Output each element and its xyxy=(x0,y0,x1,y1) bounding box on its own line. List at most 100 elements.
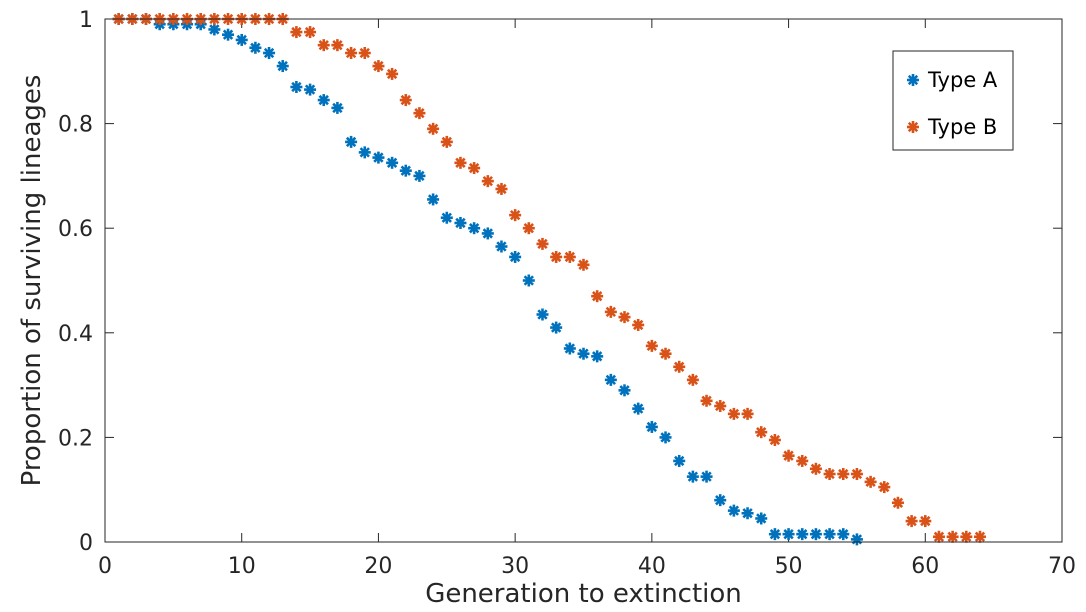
data-point xyxy=(604,373,617,386)
data-point xyxy=(304,26,317,39)
data-point xyxy=(618,311,631,324)
data-point xyxy=(317,39,330,52)
legend-marker xyxy=(907,74,919,86)
data-point xyxy=(659,347,672,360)
data-point xyxy=(536,237,549,250)
data-point xyxy=(823,468,836,481)
data-point xyxy=(700,394,713,407)
legend-item: Type A xyxy=(907,68,998,92)
data-point xyxy=(727,407,740,420)
data-point xyxy=(632,402,645,415)
data-point xyxy=(495,240,508,253)
data-point xyxy=(550,321,563,334)
data-point xyxy=(522,274,535,287)
data-point xyxy=(481,175,494,188)
data-point xyxy=(358,46,371,59)
plot-frame xyxy=(104,18,1063,543)
data-point xyxy=(782,449,795,462)
data-point xyxy=(290,26,303,39)
legend-label: Type B xyxy=(927,115,997,139)
data-point xyxy=(495,182,508,195)
data-point xyxy=(768,434,781,447)
data-point xyxy=(891,496,904,509)
data-point xyxy=(591,290,604,303)
data-point xyxy=(960,530,973,543)
data-point xyxy=(604,305,617,318)
data-point xyxy=(577,347,590,360)
y-axis-label: Proportion of surviving lineages xyxy=(17,75,47,487)
data-point xyxy=(304,83,317,96)
data-point xyxy=(317,94,330,107)
data-point xyxy=(345,46,358,59)
data-point xyxy=(399,164,412,177)
data-point xyxy=(905,515,918,528)
y-tick-label: 0.8 xyxy=(58,113,93,138)
data-point xyxy=(700,470,713,483)
data-point xyxy=(372,151,385,164)
data-point xyxy=(809,528,822,541)
data-point xyxy=(632,318,645,331)
data-point xyxy=(427,122,440,135)
data-point xyxy=(850,533,863,546)
data-point xyxy=(741,407,754,420)
data-point xyxy=(837,468,850,481)
data-point xyxy=(454,156,467,169)
data-point xyxy=(645,339,658,352)
y-tick-label: 1 xyxy=(79,8,93,33)
y-tick-label: 0 xyxy=(79,531,93,556)
x-tick-label: 40 xyxy=(638,554,666,579)
data-point xyxy=(782,528,795,541)
tick-labels: 0 10 20 30 40 50 60 70 0 0.2 0.4 0.6 0.8 1 xyxy=(58,8,1076,579)
legend-marker xyxy=(907,121,919,133)
data-point xyxy=(468,222,481,235)
data-point xyxy=(263,46,276,59)
data-point xyxy=(796,528,809,541)
data-point xyxy=(673,454,686,467)
data-point xyxy=(755,512,768,525)
data-point xyxy=(290,80,303,93)
data-point xyxy=(440,211,453,224)
data-point xyxy=(522,222,535,235)
y-tick-label: 0.4 xyxy=(58,322,93,347)
x-tick-label: 50 xyxy=(775,554,803,579)
data-point xyxy=(591,350,604,363)
data-point xyxy=(714,494,727,507)
y-tick-label: 0.6 xyxy=(58,217,93,242)
data-point xyxy=(577,258,590,271)
x-tick-label: 10 xyxy=(228,554,256,579)
data-point xyxy=(809,462,822,475)
data-point xyxy=(563,250,576,263)
data-point xyxy=(276,60,289,73)
data-point xyxy=(509,250,522,263)
data-point xyxy=(399,94,412,107)
data-point xyxy=(727,504,740,517)
x-axis-label: Generation to extinction xyxy=(425,579,742,609)
data-point xyxy=(796,454,809,467)
data-point xyxy=(686,470,699,483)
data-point xyxy=(946,530,959,543)
data-point xyxy=(358,146,371,159)
data-point xyxy=(850,468,863,481)
y-tick-label: 0.2 xyxy=(58,426,93,451)
x-tick-label: 70 xyxy=(1048,554,1076,579)
data-point xyxy=(864,475,877,488)
data-point xyxy=(550,250,563,263)
data-point xyxy=(331,39,344,52)
data-point xyxy=(372,60,385,73)
data-point xyxy=(932,530,945,543)
data-point xyxy=(386,156,399,169)
data-point xyxy=(837,528,850,541)
x-tick-label: 30 xyxy=(501,554,529,579)
data-point xyxy=(331,101,344,114)
legend-label: Type A xyxy=(927,68,998,92)
data-point xyxy=(973,530,986,543)
data-point xyxy=(440,135,453,148)
data-point xyxy=(659,431,672,444)
data-point xyxy=(741,507,754,520)
data-point xyxy=(481,227,494,240)
data-point xyxy=(673,360,686,373)
legend: Type A Type B xyxy=(892,50,1014,151)
data-points xyxy=(112,13,986,546)
data-point xyxy=(645,420,658,433)
